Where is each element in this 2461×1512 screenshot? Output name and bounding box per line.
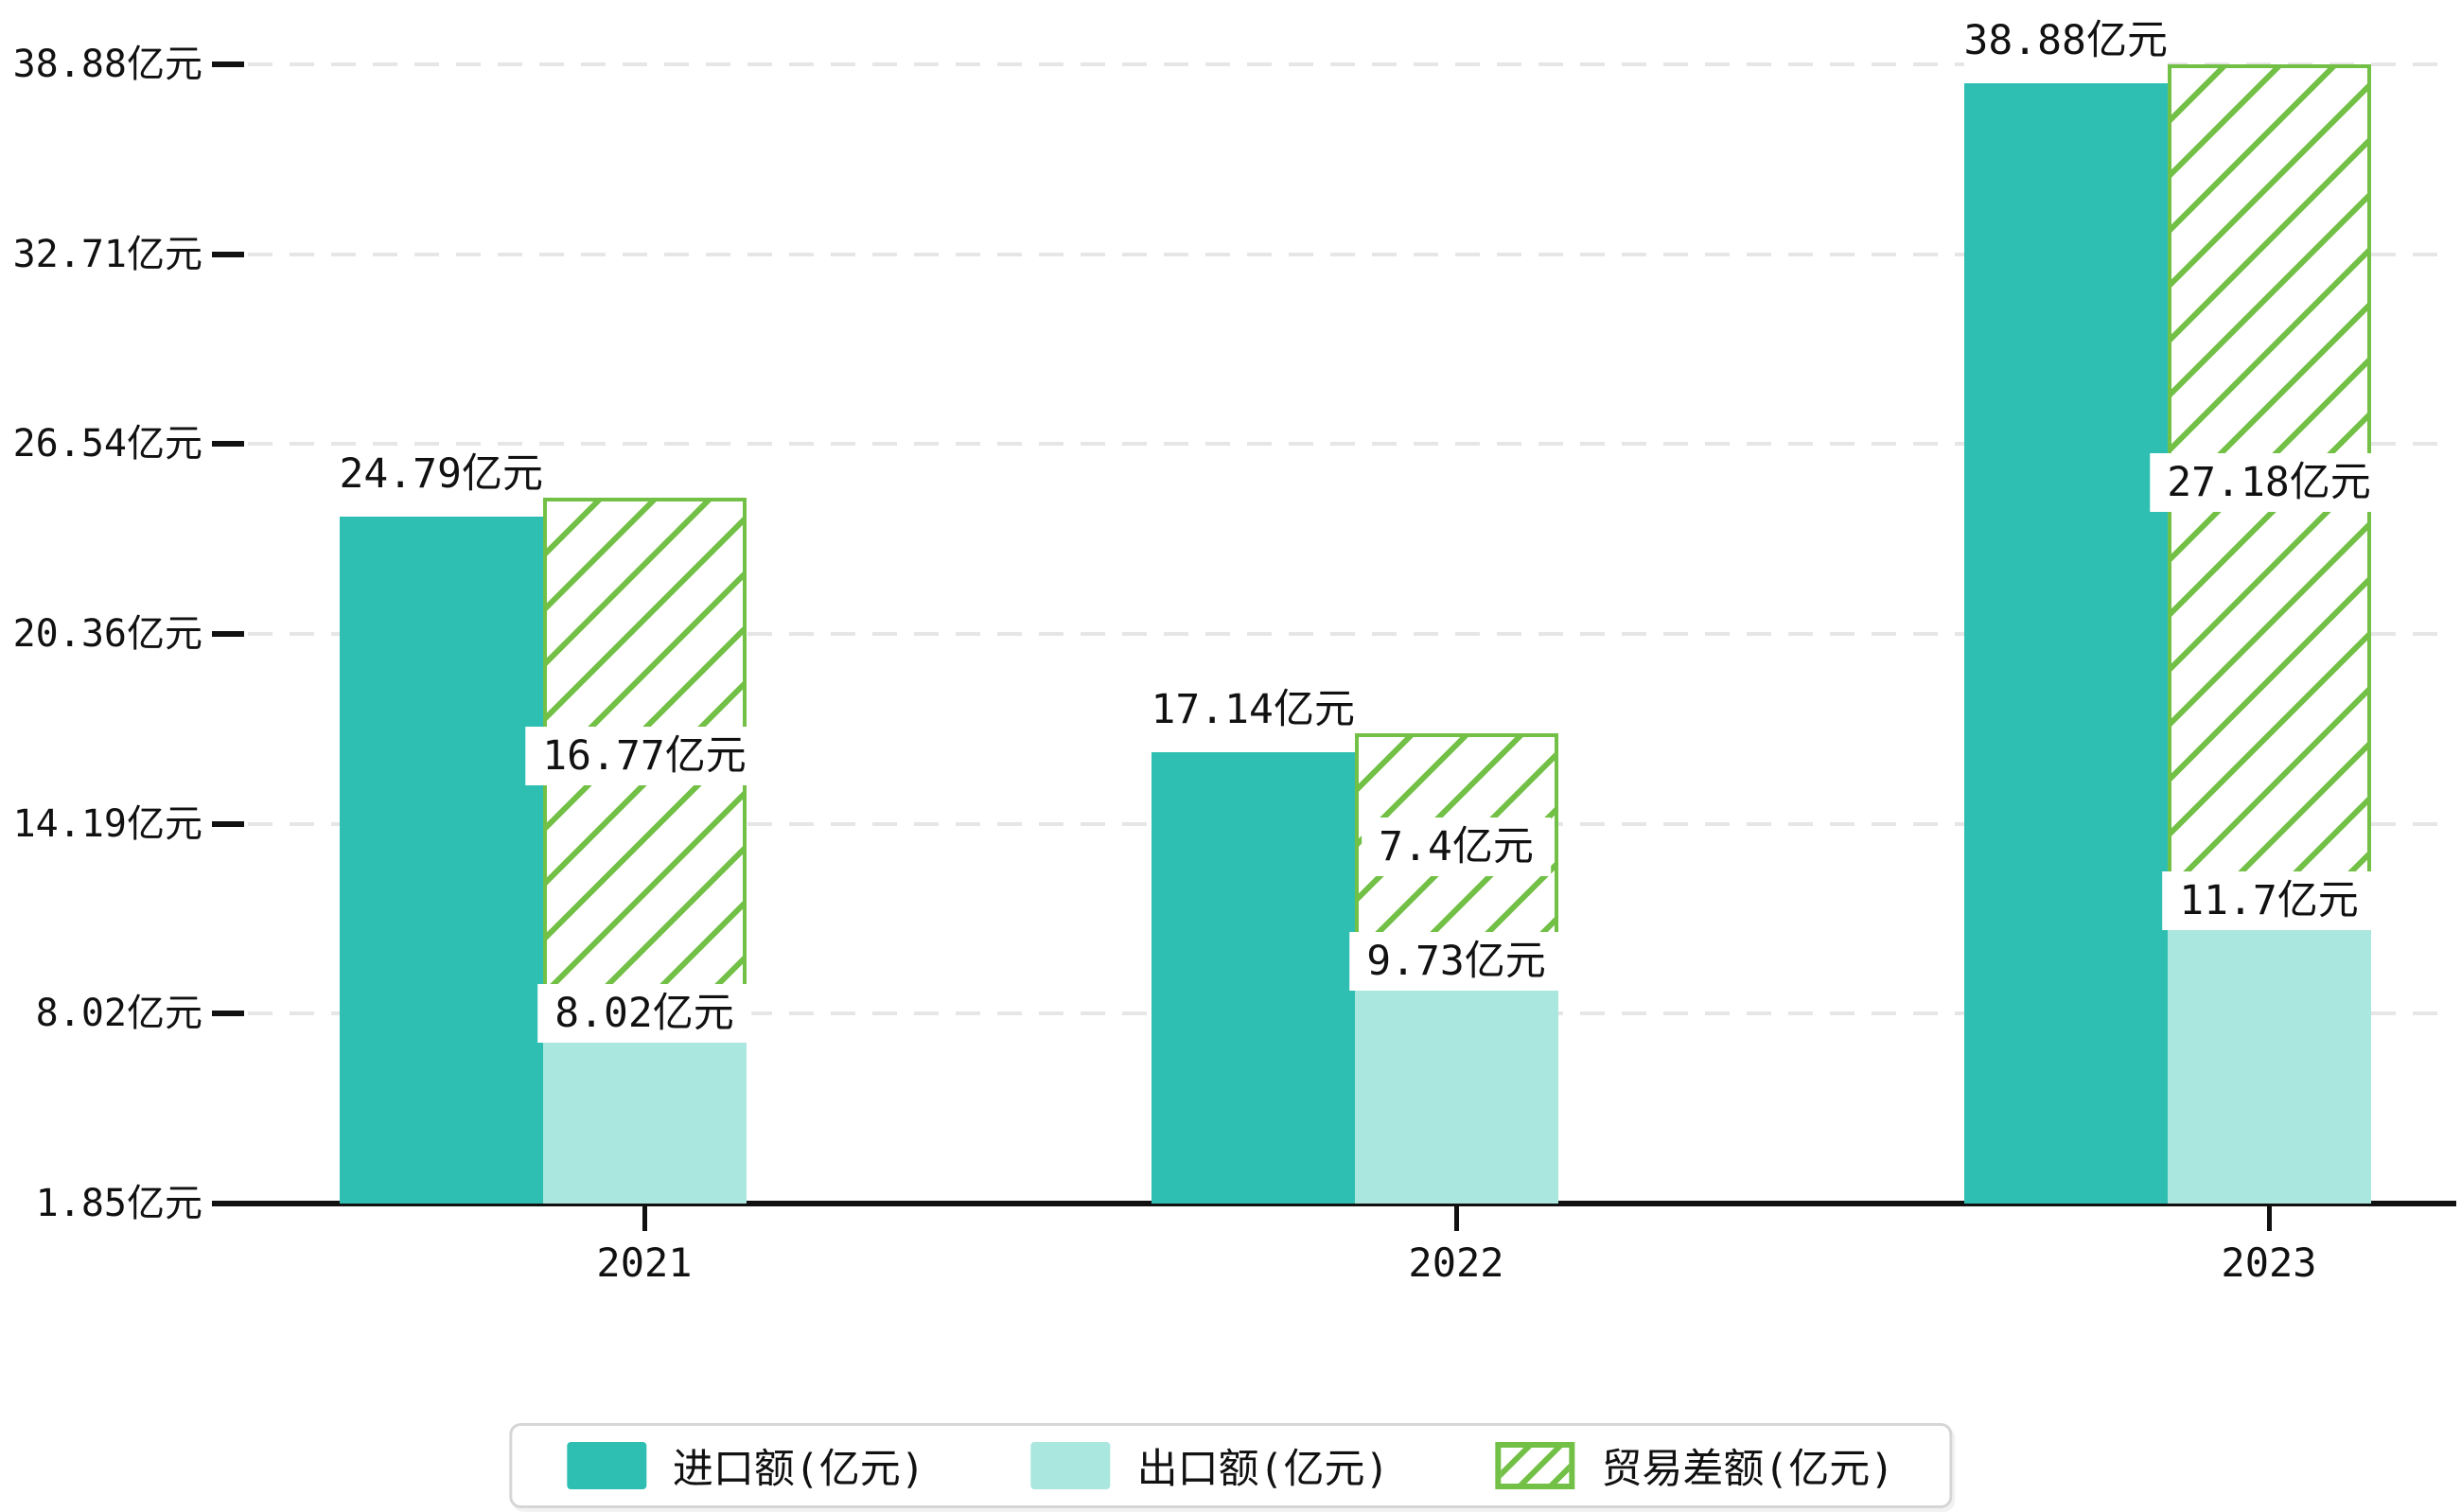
export-value-label: 8.02亿元 [537,984,751,1044]
y-axis-tick [212,441,244,448]
trade-balance-value-label: 27.18亿元 [2150,452,2388,512]
y-axis-label: 38.88亿元 [12,43,202,86]
export-bar[interactable] [2167,900,2371,1204]
x-axis-tick [2267,1206,2272,1231]
x-axis-tick [1454,1206,1459,1231]
export-bar[interactable] [1354,960,1558,1204]
export-value-label: 11.7亿元 [2162,870,2376,930]
gridline [248,632,2445,637]
trade-balance-swatch-icon [1495,1442,1575,1489]
import-bar[interactable] [339,498,543,1204]
legend-label: 贸易差额(亿元) [1601,1446,1895,1493]
y-axis-label: 1.85亿元 [35,1182,202,1225]
import-value-label: 24.79亿元 [339,450,543,518]
y-axis-tick [212,820,244,827]
import-swatch-icon [566,1442,646,1489]
import-value-label: 17.14亿元 [1151,685,1355,752]
x-axis-label: 2021 [596,1239,693,1286]
x-axis-label: 2023 [2221,1239,2317,1286]
y-axis-label: 20.36亿元 [12,612,202,657]
export-value-label: 9.73亿元 [1349,931,1563,991]
legend: 进口额(亿元) 出口额(亿元) 贸易差额(亿元) [508,1423,1953,1508]
y-axis-tick [212,631,244,638]
legend-item-trade-balance[interactable]: 贸易差额(亿元) [1495,1436,1894,1495]
y-axis-tick [212,62,244,67]
y-axis-label: 32.71亿元 [12,232,202,276]
trade-balance-value-label: 16.77亿元 [525,726,764,785]
import-bar[interactable] [1151,732,1355,1204]
legend-label: 进口额(亿元) [672,1446,925,1493]
y-axis-label: 14.19亿元 [12,801,202,846]
x-axis-tick [642,1206,647,1231]
y-axis-tick [212,251,244,257]
export-swatch-icon [1030,1442,1111,1489]
trade-balance-value-label: 7.4亿元 [1362,818,1551,877]
y-axis-label: 8.02亿元 [35,992,202,1036]
legend-item-import[interactable]: 进口额(亿元) [566,1436,925,1495]
export-bar[interactable] [542,1013,747,1204]
y-axis-tick [212,1011,244,1017]
x-axis-line [227,1201,2456,1206]
x-axis-label: 2022 [1408,1239,1504,1286]
import-value-label: 38.88亿元 [1963,17,2168,83]
y-axis-label: 26.54亿元 [12,422,202,466]
gridline [248,442,2445,447]
gridline [248,62,2445,66]
legend-item-export[interactable]: 出口额(亿元) [1030,1436,1390,1495]
gridline [248,252,2445,256]
legend-label: 出口额(亿元) [1136,1446,1390,1493]
import-bar[interactable] [1963,64,2168,1204]
